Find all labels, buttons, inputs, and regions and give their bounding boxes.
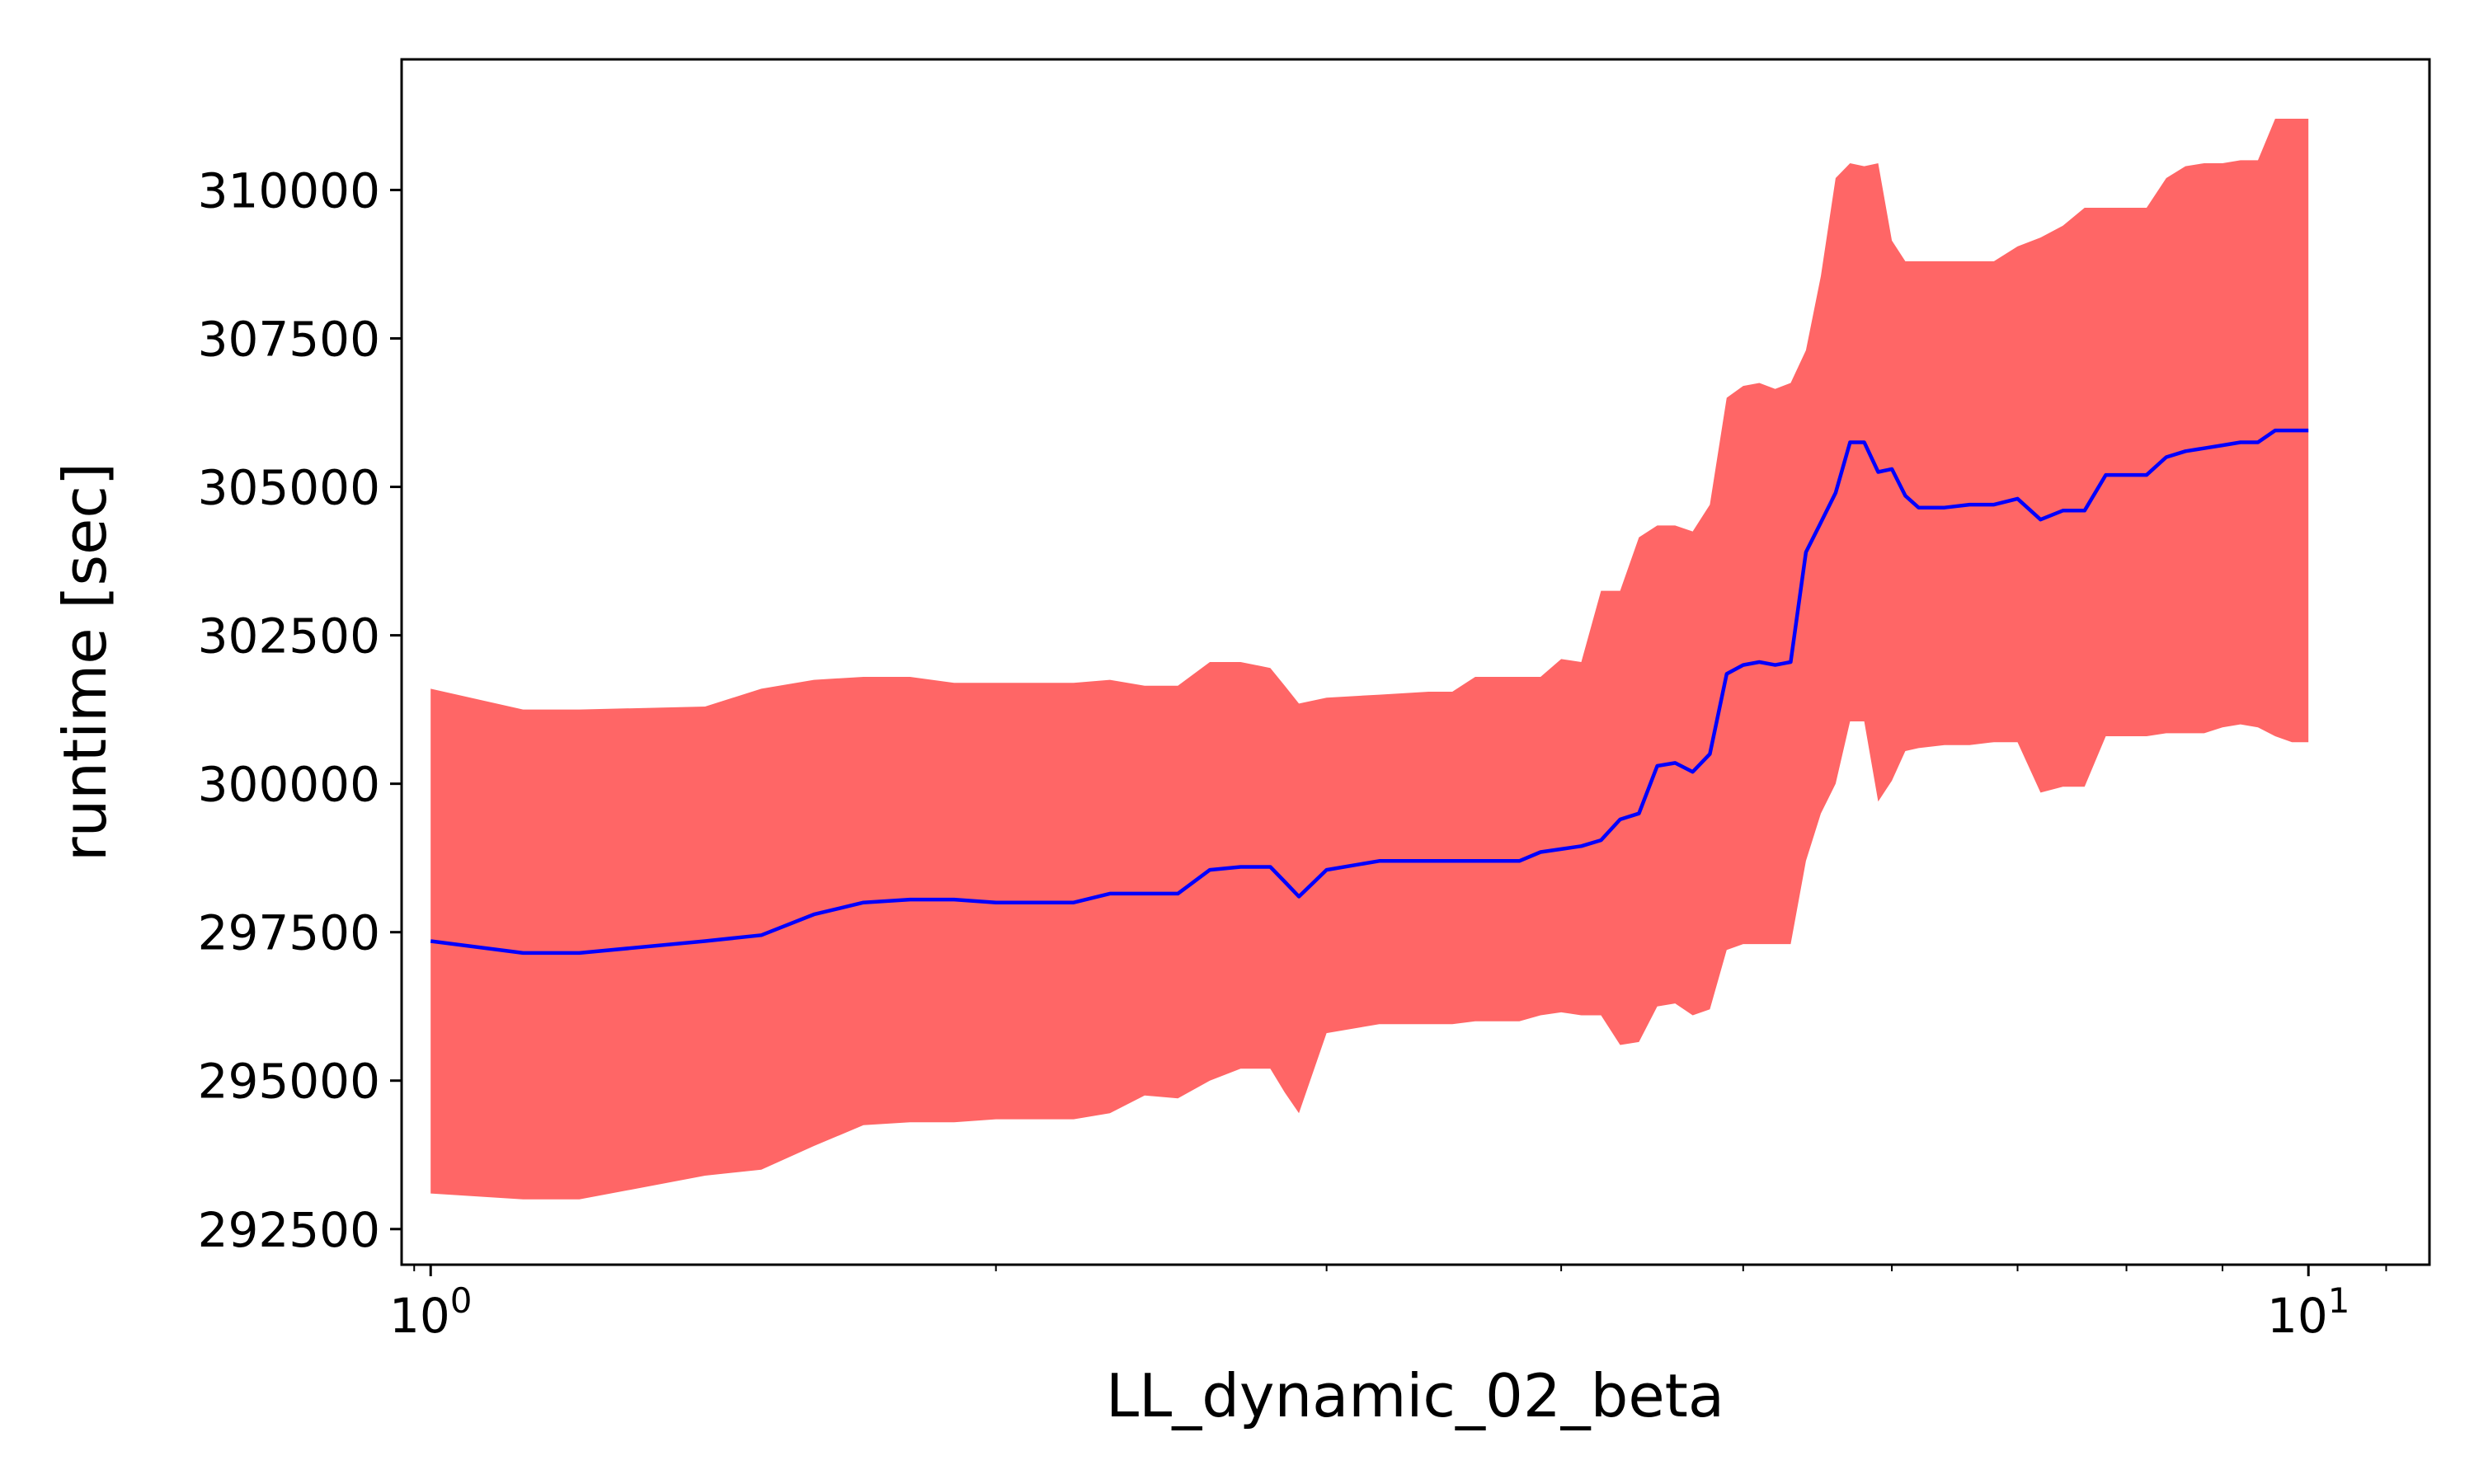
x-axis: 100 101 — [389, 1265, 2387, 1344]
x-axis-label: LL_dynamic_02_beta — [1106, 1361, 1724, 1430]
y-tick-label: 305000 — [198, 460, 380, 516]
y-tick-label: 302500 — [198, 608, 380, 665]
y-tick-label: 307500 — [198, 311, 380, 367]
axes-frame — [400, 58, 2431, 1266]
plot-area — [430, 119, 2309, 1200]
y-tick-label: 292500 — [198, 1202, 380, 1258]
confidence-band — [430, 119, 2309, 1200]
x-tick-label: 101 — [2267, 1280, 2350, 1344]
y-tick-label: 295000 — [198, 1054, 380, 1110]
mean-line — [430, 428, 2309, 956]
x-tick-label: 100 — [389, 1280, 473, 1344]
y-tick-label: 310000 — [198, 162, 380, 218]
y-tick-label: 300000 — [198, 757, 380, 813]
y-tick-label: 297500 — [198, 905, 380, 961]
y-axis-label: runtime [sec] — [50, 463, 120, 862]
y-axis: 292500 295000 297500 300000 302500 305000 3075… — [198, 162, 402, 1258]
